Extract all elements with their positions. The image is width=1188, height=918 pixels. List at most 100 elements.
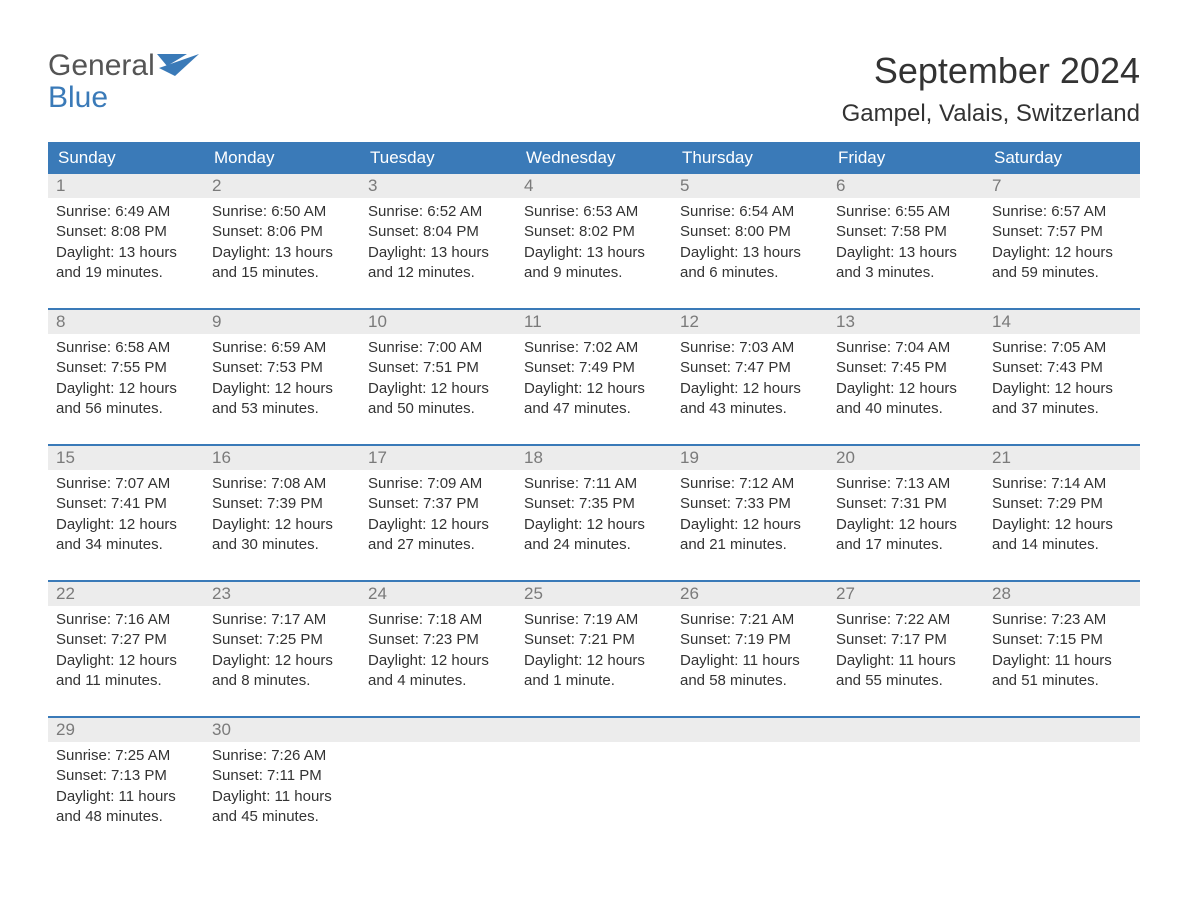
day-number: 7 <box>984 174 1140 198</box>
sunrise-text: Sunrise: 7:09 AM <box>368 474 508 494</box>
week-row: 1234567Sunrise: 6:49 AMSunset: 8:08 PMDa… <box>48 174 1140 308</box>
day-cell: Sunrise: 7:02 AMSunset: 7:49 PMDaylight:… <box>516 334 672 444</box>
daylight-text-line1: Daylight: 11 hours <box>56 787 196 807</box>
sunrise-text: Sunrise: 6:52 AM <box>368 202 508 222</box>
daylight-text-line1: Daylight: 13 hours <box>680 243 820 263</box>
weeks-container: 1234567Sunrise: 6:49 AMSunset: 8:08 PMDa… <box>48 174 1140 852</box>
day-number: 16 <box>204 446 360 470</box>
day-number: 23 <box>204 582 360 606</box>
day-number: 28 <box>984 582 1140 606</box>
day-number: 27 <box>828 582 984 606</box>
daylight-text-line2: and 47 minutes. <box>524 399 664 419</box>
sunrise-text: Sunrise: 7:16 AM <box>56 610 196 630</box>
daylight-text-line2: and 6 minutes. <box>680 263 820 283</box>
day-cell: Sunrise: 7:05 AMSunset: 7:43 PMDaylight:… <box>984 334 1140 444</box>
daylight-text-line2: and 24 minutes. <box>524 535 664 555</box>
sunrise-text: Sunrise: 7:21 AM <box>680 610 820 630</box>
sunrise-text: Sunrise: 6:53 AM <box>524 202 664 222</box>
day-number <box>516 718 672 742</box>
daylight-text-line2: and 4 minutes. <box>368 671 508 691</box>
day-number: 8 <box>48 310 204 334</box>
daylight-text-line2: and 55 minutes. <box>836 671 976 691</box>
daylight-text-line1: Daylight: 12 hours <box>212 515 352 535</box>
day-cell: Sunrise: 6:58 AMSunset: 7:55 PMDaylight:… <box>48 334 204 444</box>
day-number-row: 2930 <box>48 718 1140 742</box>
sunrise-text: Sunrise: 6:59 AM <box>212 338 352 358</box>
day-cell: Sunrise: 7:07 AMSunset: 7:41 PMDaylight:… <box>48 470 204 580</box>
day-number: 14 <box>984 310 1140 334</box>
day-cell: Sunrise: 6:55 AMSunset: 7:58 PMDaylight:… <box>828 198 984 308</box>
sunrise-text: Sunrise: 7:07 AM <box>56 474 196 494</box>
day-cell: Sunrise: 6:49 AMSunset: 8:08 PMDaylight:… <box>48 198 204 308</box>
day-body-row: Sunrise: 6:58 AMSunset: 7:55 PM Daylight:… <box>48 334 1140 444</box>
sunset-text: Sunset: 7:19 PM <box>680 630 820 650</box>
day-number: 11 <box>516 310 672 334</box>
day-body-row: Sunrise: 7:25 AMSunset: 7:13 PMDaylight:… <box>48 742 1140 852</box>
sunset-text: Sunset: 7:57 PM <box>992 222 1132 242</box>
sunrise-text: Sunrise: 6:54 AM <box>680 202 820 222</box>
daylight-text-line1: Daylight: 12 hours <box>836 379 976 399</box>
sunset-text: Sunset: 8:08 PM <box>56 222 196 242</box>
sunset-text: Sunset: 7:55 PM <box>56 358 196 378</box>
sunrise-text: Sunrise: 7:05 AM <box>992 338 1132 358</box>
sunset-text: Sunset: 8:04 PM <box>368 222 508 242</box>
sunset-text: Sunset: 7:33 PM <box>680 494 820 514</box>
day-cell: Sunrise: 7:13 AMSunset: 7:31 PMDaylight:… <box>828 470 984 580</box>
daylight-text-line1: Daylight: 11 hours <box>680 651 820 671</box>
day-body-row: Sunrise: 7:16 AMSunset: 7:27 PMDaylight:… <box>48 606 1140 716</box>
daylight-text-line1: Daylight: 12 hours <box>524 379 664 399</box>
sunrise-text: Sunrise: 7:22 AM <box>836 610 976 630</box>
daylight-text-line2: and 50 minutes. <box>368 399 508 419</box>
day-number: 9 <box>204 310 360 334</box>
day-cell: Sunrise: 6:52 AMSunset: 8:04 PMDaylight:… <box>360 198 516 308</box>
dow-tuesday: Tuesday <box>360 142 516 174</box>
daylight-text-line2: and 21 minutes. <box>680 535 820 555</box>
daylight-text-line1: Daylight: 12 hours <box>368 379 508 399</box>
logo: General Blue <box>48 50 213 113</box>
dow-friday: Friday <box>828 142 984 174</box>
month-title: September 2024 <box>842 50 1140 92</box>
calendar: Sunday Monday Tuesday Wednesday Thursday… <box>48 142 1140 852</box>
day-cell: Sunrise: 7:12 AMSunset: 7:33 PMDaylight:… <box>672 470 828 580</box>
flag-icon <box>157 54 213 85</box>
sunrise-text: Sunrise: 7:17 AM <box>212 610 352 630</box>
sunset-text: Sunset: 7:29 PM <box>992 494 1132 514</box>
daylight-text-line1: Daylight: 12 hours <box>212 651 352 671</box>
sunrise-text: Sunrise: 7:13 AM <box>836 474 976 494</box>
sunset-text: Sunset: 7:23 PM <box>368 630 508 650</box>
sunset-text: Sunset: 7:11 PM <box>212 766 352 786</box>
daylight-text-line1: Daylight: 12 hours <box>992 243 1132 263</box>
logo-word1: General <box>48 49 155 82</box>
sunrise-text: Sunrise: 7:04 AM <box>836 338 976 358</box>
daylight-text-line1: Daylight: 11 hours <box>992 651 1132 671</box>
sunset-text: Sunset: 7:51 PM <box>368 358 508 378</box>
sunrise-text: Sunrise: 7:00 AM <box>368 338 508 358</box>
day-cell: Sunrise: 7:23 AMSunset: 7:15 PMDaylight:… <box>984 606 1140 716</box>
sunrise-text: Sunrise: 6:55 AM <box>836 202 976 222</box>
day-cell: Sunrise: 6:59 AMSunset: 7:53 PMDaylight:… <box>204 334 360 444</box>
daylight-text-line2: and 48 minutes. <box>56 807 196 827</box>
day-cell: Sunrise: 7:22 AMSunset: 7:17 PMDaylight:… <box>828 606 984 716</box>
daylight-text-line2: and 56 minutes. <box>56 399 196 419</box>
day-number: 2 <box>204 174 360 198</box>
daylight-text-line1: Daylight: 12 hours <box>680 515 820 535</box>
dow-thursday: Thursday <box>672 142 828 174</box>
day-number: 3 <box>360 174 516 198</box>
header: General Blue September 2024 Gampel, Vala… <box>48 50 1140 128</box>
sunset-text: Sunset: 7:39 PM <box>212 494 352 514</box>
logo-text: General Blue <box>48 50 155 113</box>
sunrise-text: Sunrise: 6:49 AM <box>56 202 196 222</box>
daylight-text-line1: Daylight: 12 hours <box>524 651 664 671</box>
daylight-text-line1: Daylight: 11 hours <box>836 651 976 671</box>
day-cell: Sunrise: 7:17 AMSunset: 7:25 PMDaylight:… <box>204 606 360 716</box>
day-number-row: 22232425262728 <box>48 582 1140 606</box>
sunset-text: Sunset: 7:13 PM <box>56 766 196 786</box>
daylight-text-line1: Daylight: 13 hours <box>836 243 976 263</box>
dow-monday: Monday <box>204 142 360 174</box>
day-cell: Sunrise: 7:09 AMSunset: 7:37 PMDaylight:… <box>360 470 516 580</box>
sunrise-text: Sunrise: 6:58 AM <box>56 338 196 358</box>
sunset-text: Sunset: 8:00 PM <box>680 222 820 242</box>
day-number: 1 <box>48 174 204 198</box>
daylight-text-line2: and 37 minutes. <box>992 399 1132 419</box>
sunrise-text: Sunrise: 7:12 AM <box>680 474 820 494</box>
